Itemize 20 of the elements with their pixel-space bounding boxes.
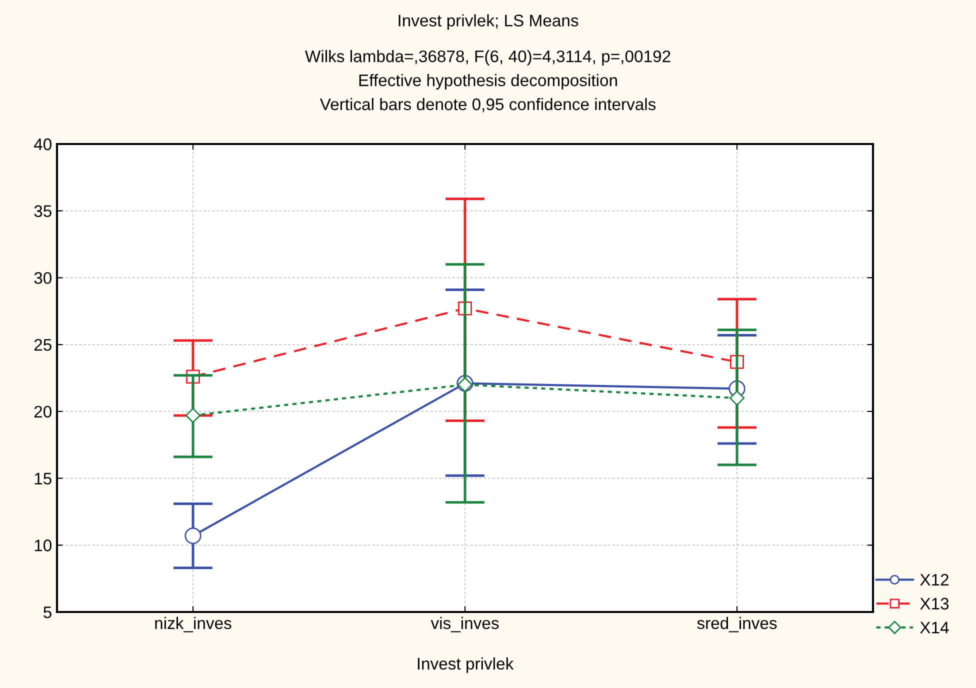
y-tick-label: 25 — [34, 338, 52, 351]
legend-label: X12 — [920, 574, 948, 586]
chart-subtitle: Wilks lambda=,36878, F(6, 40)=4,3114, p=,00192 Effective hypothesis decomposition Vertical bars denote 0,95 confidence intervals — [305, 50, 670, 112]
x-tick-label: sred_inves — [697, 616, 777, 632]
chart-title: Invest privlek; LS Means — [398, 14, 578, 30]
point — [729, 390, 745, 406]
point — [185, 408, 201, 424]
y-tick-label: 30 — [34, 272, 52, 284]
y-tick-label: 5 — [44, 606, 52, 618]
point — [184, 527, 202, 544]
y-tick-label: 10 — [34, 540, 52, 552]
y-tick-label: 35 — [34, 205, 52, 218]
y-tick-label: 20 — [34, 406, 52, 418]
y-tick-label: 15 — [34, 472, 52, 484]
y-tick-label: 40 — [34, 138, 52, 150]
x-axis-title: Invest privlek — [418, 657, 514, 673]
x-tick-label: vis_inves — [430, 616, 499, 632]
x-tick-label: nizk_inves — [155, 616, 232, 632]
legend-label: X13 — [920, 598, 949, 610]
legend-label: X14 — [920, 622, 949, 634]
